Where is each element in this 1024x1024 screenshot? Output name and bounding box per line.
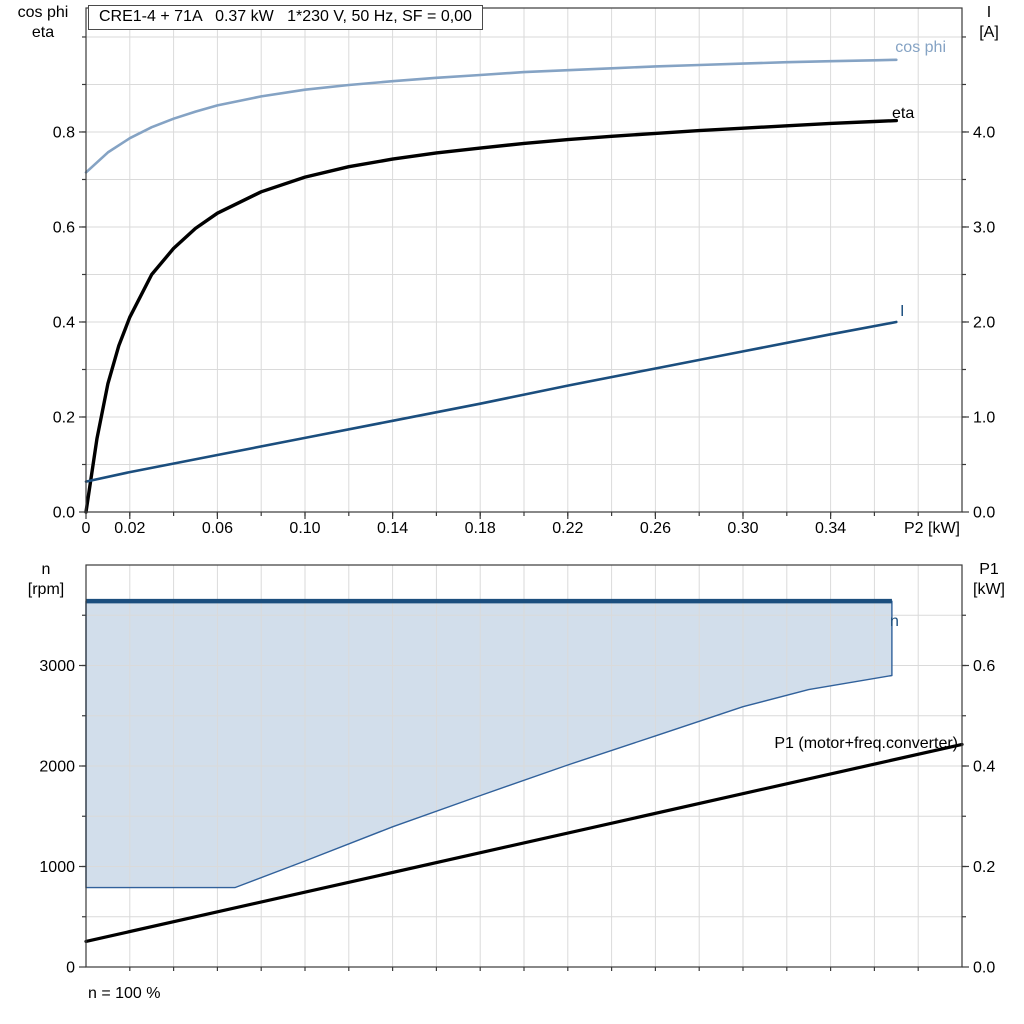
axis-title-p1: P1	[979, 561, 999, 578]
x-tick-label: 0.18	[465, 520, 496, 537]
y-right-tick-label: 2.0	[973, 314, 995, 331]
y-left-tick-label: 1000	[39, 859, 75, 876]
x-tick-label: 0.10	[289, 520, 320, 537]
x-tick-label: 0.22	[552, 520, 583, 537]
y-right-tick-label: 1.0	[973, 409, 995, 426]
axis-title-cos-phi: cos phi	[17, 4, 69, 21]
x-tick-label: 0.26	[640, 520, 671, 537]
series-curve-i	[84, 320, 898, 483]
x-tick-label: 0.34	[815, 520, 846, 537]
x-tick-label: 0.02	[114, 520, 145, 537]
series-label-cos-phi: cos phi	[895, 39, 946, 56]
series-label-i: I	[900, 303, 904, 320]
x-tick-label: 0	[82, 520, 91, 537]
plot-border	[85, 7, 963, 513]
y-right-tick-label: 0.0	[973, 960, 995, 977]
y-left-tick-label: 0.0	[53, 505, 75, 522]
axis-title-eta: eta	[31, 24, 55, 41]
y-left-tick-label: 0.8	[53, 124, 75, 141]
y-right-tick-label: 4.0	[973, 124, 995, 141]
x-tick-label: 0.30	[727, 520, 758, 537]
motor-performance-chart: 0 0.02 0.06 0.10 0.14 0.18 0.22 0.26 0.30 0.34 P2 …	[53, 7, 995, 537]
y-left-tick-label: 3000	[39, 658, 75, 675]
bottom-right-axis-title: P1 [kW]	[960, 560, 1018, 600]
y-right-tick-label: 0.0	[973, 505, 995, 522]
top-left-axis-title: cos phi eta	[4, 3, 82, 43]
speed-envelope-border	[85, 600, 893, 889]
y-right-tick-label: 3.0	[973, 219, 995, 236]
series-label-n: n	[890, 613, 899, 630]
axis-title-speed: n	[41, 561, 51, 578]
x-tick-label: 0.14	[377, 520, 408, 537]
series-curve-eta	[84, 118, 898, 514]
axis-title-speed-unit: [rpm]	[27, 581, 65, 598]
axis-title-current-unit: [A]	[979, 24, 999, 41]
x-tick-label: 0.06	[202, 520, 233, 537]
series-curve-p1-motor-freq-converter	[84, 742, 964, 944]
speed-envelope-fill	[86, 601, 892, 888]
axis-title-p1-unit: [kW]	[973, 581, 1005, 598]
bottom-left-axis-title: n [rpm]	[4, 560, 88, 600]
axis-title-current: I	[986, 4, 992, 21]
x-axis-unit-label: P2 [kW]	[904, 520, 960, 537]
speed-footnote: n = 100 %	[88, 985, 161, 1002]
y-left-tick-label: 2000	[39, 759, 75, 776]
series-label-p1-motor-freq-converter: P1 (motor+freq.converter)	[774, 735, 958, 752]
y-right-tick-label: 0.6	[973, 658, 995, 675]
y-left-tick-label: 0.2	[53, 409, 75, 426]
y-left-tick-label: 0.6	[53, 219, 75, 236]
chart-title-box: CRE1-4 + 71A 0.37 kW 1*230 V, 50 Hz, SF …	[88, 5, 483, 30]
speed-range-chart: 0 1000 2000 3000 0.0 0.2 0.4 0.6 P1 (motor+freq.…	[39, 564, 995, 977]
series-curve-cos-phi	[84, 58, 898, 174]
y-left-tick-label: 0	[66, 960, 75, 977]
y-left-tick-label: 0.4	[53, 314, 75, 331]
series-label-eta: eta	[892, 105, 914, 122]
y-right-tick-label: 0.4	[973, 759, 995, 776]
top-right-axis-title: I [A]	[960, 3, 1018, 43]
y-right-tick-label: 0.2	[973, 859, 995, 876]
